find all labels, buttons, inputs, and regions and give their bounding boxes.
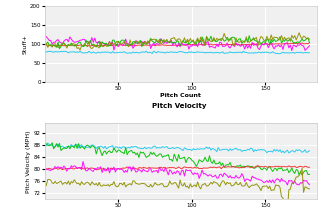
Y-axis label: Pitch Velocity (MPH): Pitch Velocity (MPH): [26, 130, 31, 193]
Y-axis label: Stuff+: Stuff+: [22, 34, 27, 54]
X-axis label: Pitch Count: Pitch Count: [160, 92, 201, 98]
Text: Pitch Velocity: Pitch Velocity: [152, 103, 206, 109]
